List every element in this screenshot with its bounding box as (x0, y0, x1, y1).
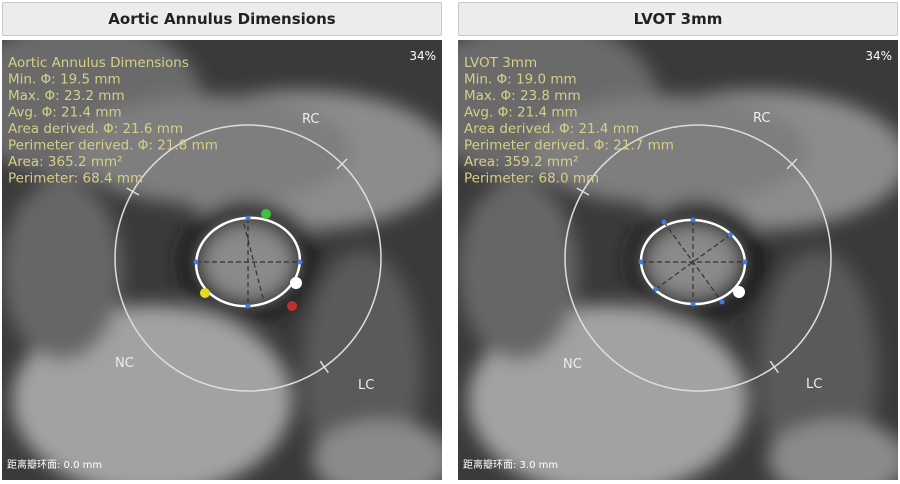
cusp-label: NC (563, 357, 582, 372)
zoom-level: 34% (409, 49, 436, 63)
cusp-label: LC (358, 378, 374, 393)
cusp-tick (126, 187, 140, 196)
measurement-line: Max. Φ: 23.2 mm (8, 88, 125, 104)
cusp-tick (769, 360, 779, 374)
anatomy (458, 40, 898, 480)
cusp-label: RC (753, 111, 770, 126)
tissue (528, 95, 808, 205)
measurement-line: Perimeter derived. Φ: 21.7 mm (464, 138, 674, 154)
annulus-contour (639, 218, 747, 306)
marker-dot (261, 209, 271, 219)
diameter-handle (661, 219, 667, 225)
measurement-line: Perimeter derived. Φ: 21.8 mm (8, 138, 218, 154)
anatomy (2, 40, 442, 480)
slice-distance: 距离瓣环面: 3.0 mm (463, 458, 558, 471)
zoom-level: 34% (865, 49, 892, 63)
marker-dot (290, 277, 302, 289)
measurement-line: Min. Φ: 19.5 mm (8, 72, 121, 88)
tissue (458, 180, 578, 360)
diameter-handle (690, 301, 696, 307)
measurement-line: Avg. Φ: 21.4 mm (8, 105, 122, 121)
viewport-panel: Aortic Annulus Dimensions Aortic Annulus … (2, 2, 442, 480)
cusp-label: RC (302, 112, 319, 127)
panel-header: LVOT 3mm (458, 2, 898, 36)
diameter-handle (193, 259, 199, 265)
marker-dot (287, 301, 297, 311)
reference-circle (114, 124, 382, 392)
measurement-line: Max. Φ: 23.8 mm (464, 88, 581, 104)
cusp-tick (336, 158, 348, 170)
viewport-panel: LVOT 3mm LVOT 3mm Min. Φ: 19.0 mm Max. Φ: 2… (458, 2, 898, 480)
diameter-line (655, 234, 731, 290)
measurement-line: Min. Φ: 19.0 mm (464, 72, 577, 88)
diameter-handle (727, 232, 733, 238)
reference-circle (564, 124, 832, 392)
measurement-line: Avg. Φ: 21.4 mm (464, 105, 578, 121)
diameter-handle (690, 217, 696, 223)
measurement-line: Area: 365.2 mm² (8, 154, 123, 170)
tissue (312, 420, 442, 480)
measurement-line: Area: 359.2 mm² (464, 154, 579, 170)
cusp-label: NC (115, 356, 134, 371)
marker-dot (733, 286, 745, 298)
slice-distance: 距离瓣环面: 0.0 mm (7, 458, 102, 471)
diameter-handle (719, 299, 725, 305)
diameter-handle (245, 215, 251, 221)
diameter-handle (297, 259, 303, 265)
cusp-tick (576, 187, 590, 196)
marker-dot (200, 288, 210, 298)
measurement-line: Aortic Annulus Dimensions (8, 55, 189, 71)
cusp-tick (786, 158, 798, 170)
measurement-line: Area derived. Φ: 21.6 mm (8, 121, 183, 137)
diameter-handle (245, 303, 251, 309)
measurement-line: Perimeter: 68.4 mm (8, 171, 143, 187)
diameter-handle (638, 259, 644, 265)
tissue (768, 420, 898, 480)
panel-header: Aortic Annulus Dimensions (2, 2, 442, 36)
measurement-line: LVOT 3mm (464, 55, 537, 71)
diameter-handle (742, 259, 748, 265)
diameter-handle (653, 286, 659, 292)
tissue (2, 180, 122, 360)
annulus-contour (194, 216, 302, 308)
cusp-label: LC (806, 377, 822, 392)
measurement-line: Perimeter: 68.0 mm (464, 171, 599, 187)
measurement-line: Area derived. Φ: 21.4 mm (464, 121, 639, 137)
diameter-line (243, 223, 265, 303)
cusp-tick (319, 360, 329, 374)
